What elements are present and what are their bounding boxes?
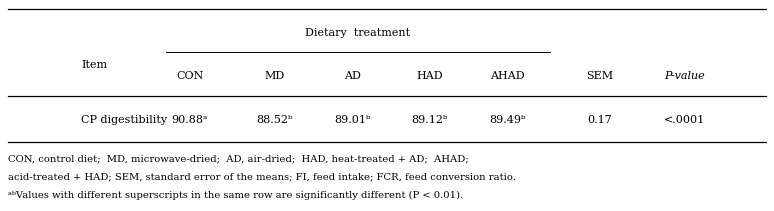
- Text: CP digestibility: CP digestibility: [81, 115, 167, 125]
- Text: HAD: HAD: [416, 71, 443, 81]
- Text: P-value: P-value: [665, 71, 705, 81]
- Text: Dietary  treatment: Dietary treatment: [306, 28, 410, 38]
- Text: 89.49ᵇ: 89.49ᵇ: [489, 115, 525, 125]
- Text: 90.88ᵃ: 90.88ᵃ: [172, 115, 207, 125]
- Text: <.0001: <.0001: [664, 115, 706, 125]
- Text: acid-treated + HAD; SEM, standard error of the means; FI, feed intake; FCR, feed: acid-treated + HAD; SEM, standard error …: [8, 173, 515, 182]
- Text: SEM: SEM: [586, 71, 614, 81]
- Text: 0.17: 0.17: [587, 115, 612, 125]
- Text: CON, control diet;  MD, microwave-dried;  AD, air-dried;  HAD, heat-treated + AD: CON, control diet; MD, microwave-dried; …: [8, 155, 468, 164]
- Text: 89.01ᵇ: 89.01ᵇ: [334, 115, 370, 125]
- Text: AHAD: AHAD: [490, 71, 524, 81]
- Text: AD: AD: [344, 71, 361, 81]
- Text: MD: MD: [265, 71, 285, 81]
- Text: 88.52ᵇ: 88.52ᵇ: [257, 115, 293, 125]
- Text: CON: CON: [176, 71, 204, 81]
- Text: 89.12ᵇ: 89.12ᵇ: [412, 115, 447, 125]
- Text: ᵃᵇValues with different superscripts in the same row are significantly different: ᵃᵇValues with different superscripts in …: [8, 191, 463, 200]
- Text: Item: Item: [81, 60, 108, 70]
